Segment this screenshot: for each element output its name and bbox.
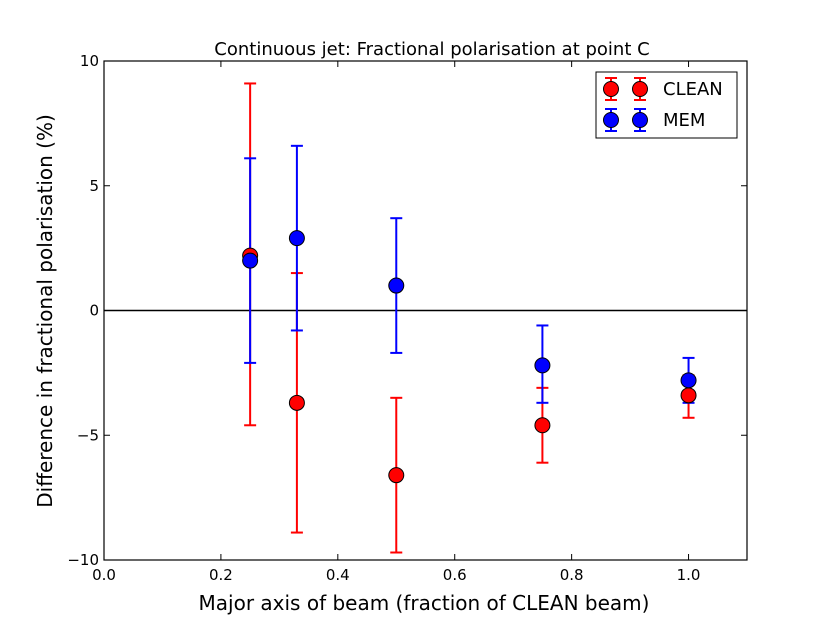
clean-point bbox=[288, 394, 305, 411]
x-tick-label: 0.4 bbox=[326, 566, 350, 584]
clean-point bbox=[680, 387, 697, 404]
plot-layer bbox=[104, 82, 747, 554]
x-tick-label: 1.0 bbox=[677, 566, 701, 584]
y-tick-label: −10 bbox=[67, 551, 99, 569]
legend-item-mem: MEM bbox=[603, 108, 705, 132]
legend-marker bbox=[632, 112, 648, 128]
x-axis-label: Major axis of beam (fraction of CLEAN be… bbox=[199, 591, 650, 615]
legend-marker bbox=[603, 81, 619, 97]
y-tick-label: 5 bbox=[89, 177, 99, 195]
legend-marker bbox=[603, 112, 619, 128]
legend: CLEAN MEM bbox=[595, 71, 738, 139]
legend-item-clean: CLEAN bbox=[603, 77, 723, 101]
mem-point bbox=[534, 357, 551, 374]
y-tick-label: 0 bbox=[89, 302, 99, 320]
x-tick-label: 0.6 bbox=[443, 566, 467, 584]
legend-label-mem: MEM bbox=[663, 110, 705, 131]
mem-point bbox=[388, 277, 405, 294]
mem-point bbox=[288, 230, 305, 247]
legend-frame bbox=[595, 71, 738, 139]
y-tick-label: −5 bbox=[77, 426, 99, 444]
clean-point bbox=[388, 467, 405, 484]
x-tick-label: 0.0 bbox=[92, 566, 116, 584]
axes-layer: 0.0 0.2 0.4 0.6 0.8 1.0 −10 −5 0 5 10 bbox=[67, 52, 748, 584]
legend-marker bbox=[632, 81, 648, 97]
legend-label-clean: CLEAN bbox=[663, 79, 723, 100]
mem-point bbox=[242, 252, 259, 269]
mem-point bbox=[680, 372, 697, 389]
chart-title: Continuous jet: Fractional polarisation … bbox=[214, 39, 649, 60]
x-tick-label: 0.8 bbox=[560, 566, 584, 584]
y-axis-label: Difference in fractional polarisation (%… bbox=[33, 114, 57, 508]
y-tick-label: 10 bbox=[80, 52, 99, 70]
x-tick-label: 0.2 bbox=[209, 566, 233, 584]
clean-point bbox=[534, 417, 551, 434]
